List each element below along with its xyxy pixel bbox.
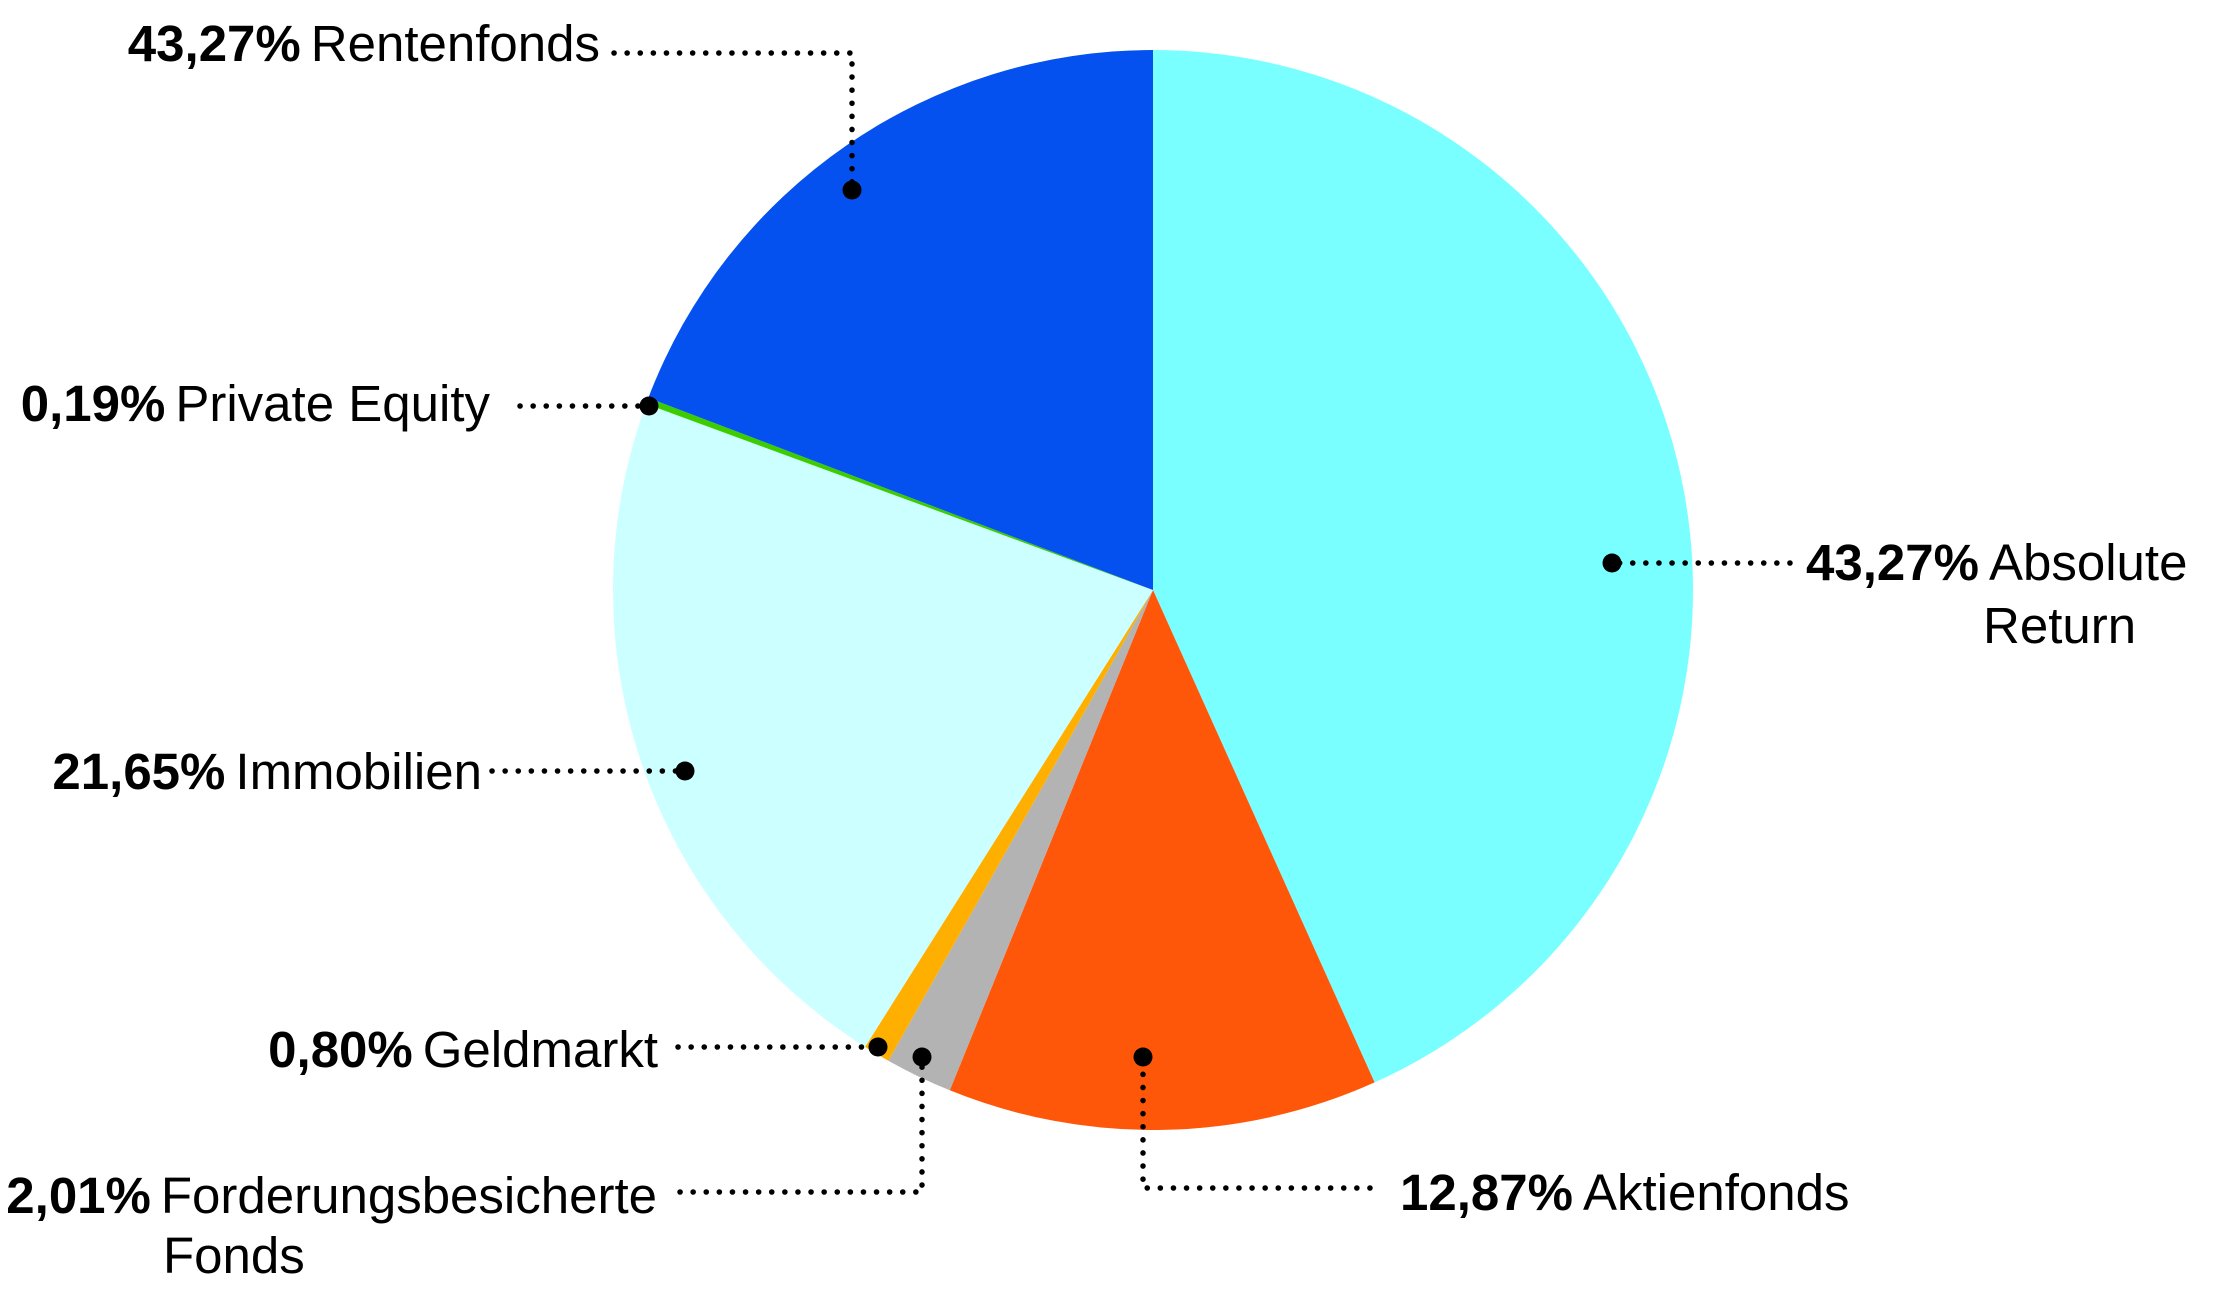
label-private-equity-name: Private Equity <box>175 375 490 432</box>
marker-dot-immobilien <box>675 761 695 781</box>
label-forderungsbesicherte-fonds: 2,01% Forderungsbesicherte <box>6 1166 657 1226</box>
pie-slice-immobilien <box>613 403 1153 1047</box>
leader-line-aktienfonds <box>1140 1054 1373 1191</box>
marker-dot-forderungsbesicherte-fonds <box>912 1047 932 1067</box>
label-absolute-return: 43,27% Absolute <box>1806 533 2187 593</box>
pie-slice-rentenfonds <box>648 50 1153 590</box>
pie-slice-aktienfonds <box>949 590 1375 1130</box>
marker-dot-absolute-return <box>1602 553 1622 573</box>
label-forderungsbesicherte-percent: 2,01% <box>6 1167 151 1224</box>
label-aktienfonds-name: Aktienfonds <box>1582 1164 1850 1221</box>
label-rentenfonds: 43,27% Rentenfonds <box>128 14 600 74</box>
label-immobilien-percent: 21,65% <box>52 743 226 800</box>
label-private-equity-percent: 0,19% <box>20 375 166 432</box>
leader-line-forderungsbesicherte-fonds <box>677 1054 925 1195</box>
marker-dot-rentenfonds <box>842 180 862 200</box>
label-geldmarkt: 0,80% Geldmarkt <box>268 1020 658 1080</box>
marker-dot-geldmarkt <box>868 1037 888 1057</box>
label-private-equity: 0,19% Private Equity <box>21 374 490 434</box>
label-aktienfonds-percent: 12,87% <box>1400 1164 1573 1221</box>
label-aktienfonds: 12,87% Aktienfonds <box>1400 1163 1850 1223</box>
pie-slice-private-equity <box>646 397 1153 590</box>
label-absolute-return-percent: 43,27% <box>1806 534 1979 591</box>
pie-slice-geldmarkt <box>865 590 1153 1061</box>
marker-dot-private-equity <box>639 396 659 416</box>
label-immobilien: 21,65% Immobilien <box>52 742 482 802</box>
label-immobilien-name: Immobilien <box>235 743 482 800</box>
marker-dot-aktienfonds <box>1133 1047 1153 1067</box>
pie-slice-forderungsbesicherte-fonds <box>888 590 1153 1091</box>
label-geldmarkt-name: Geldmarkt <box>422 1021 658 1078</box>
label-rentenfonds-percent: 43,27% <box>127 15 301 72</box>
label-absolute-return-name: Absolute <box>1988 534 2188 591</box>
label-rentenfonds-name: Rentenfonds <box>310 15 600 72</box>
leader-line-rentenfonds <box>611 50 855 193</box>
label-forderungsbesicherte-line2: Fonds <box>163 1227 305 1284</box>
pie-slice-absolute-return <box>1153 50 1694 1083</box>
label-forderungsbesicherte-name: Forderungsbesicherte <box>160 1167 657 1224</box>
label-absolute-return-line2: Return <box>1983 597 2137 654</box>
label-geldmarkt-percent: 0,80% <box>268 1021 413 1078</box>
